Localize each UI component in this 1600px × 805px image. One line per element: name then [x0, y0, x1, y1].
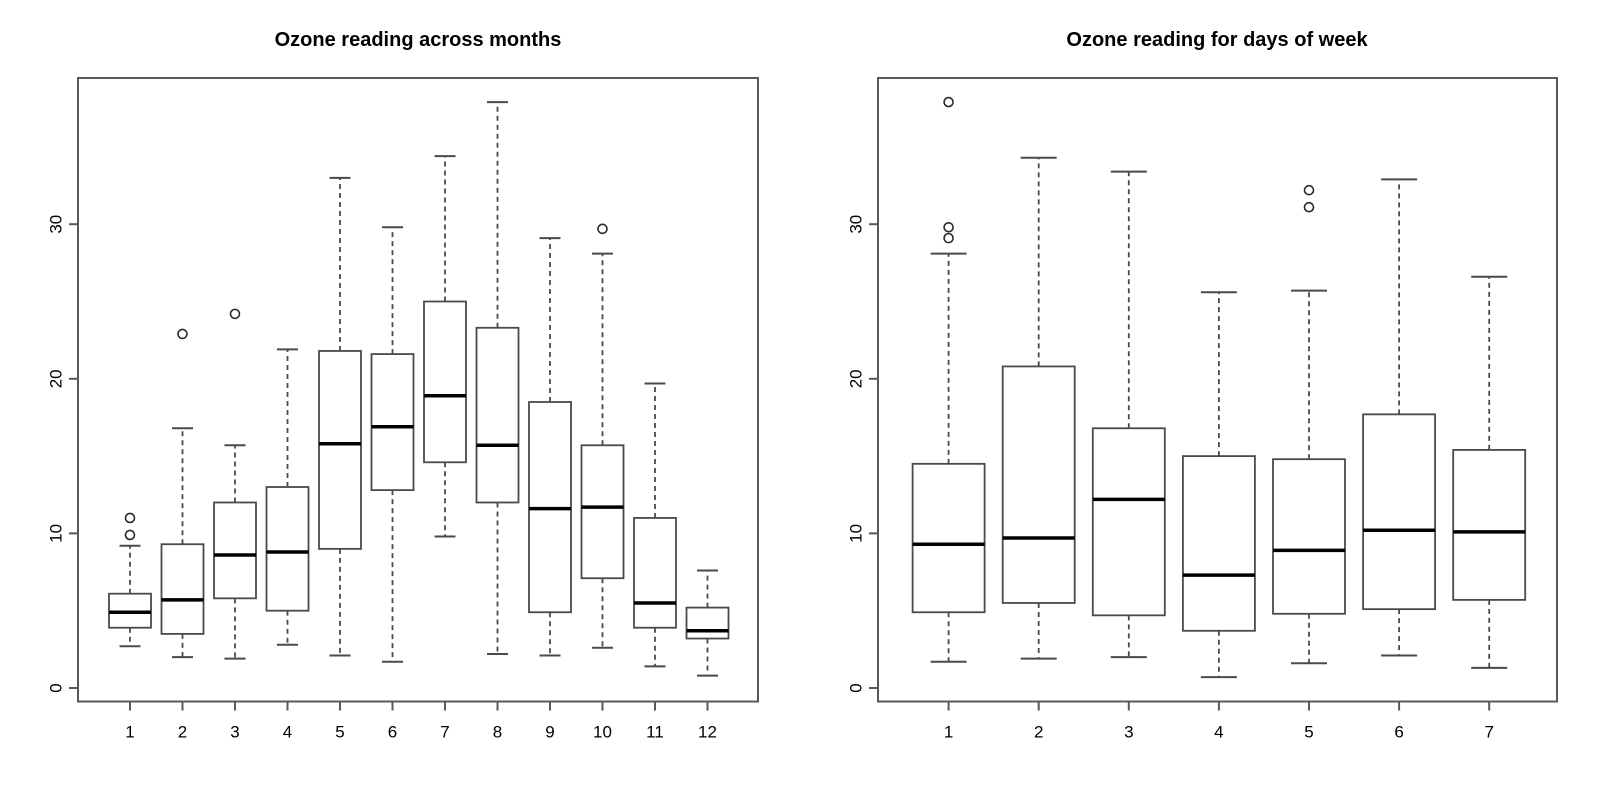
box-3	[213, 308, 257, 660]
outlier-point	[177, 328, 188, 340]
outlier-point	[943, 232, 954, 244]
x-axis-tick-label: 5	[335, 723, 344, 742]
box-1	[108, 512, 152, 648]
outlier-point	[597, 223, 608, 235]
y-axis-tick-label: 30	[47, 215, 66, 234]
y-axis-tick-label: 10	[847, 524, 866, 543]
boxplot-days-panel: 0 10 20 30 1 2 3 4 5 6 7	[847, 77, 1558, 742]
box-6	[1362, 178, 1436, 657]
outlier-point	[943, 221, 954, 233]
y-axis-tick-label: 20	[47, 369, 66, 388]
box-5	[1272, 184, 1346, 665]
box-4	[265, 348, 310, 646]
x-axis-tick-label: 2	[1034, 723, 1043, 742]
x-axis-tick-label: 3	[1124, 723, 1133, 742]
x-axis-tick-label: 10	[593, 723, 612, 742]
x-axis-tick-label: 7	[1484, 723, 1493, 742]
y-axis-tick-label: 10	[47, 524, 66, 543]
iqr-box	[213, 501, 257, 600]
plot-frame	[877, 77, 1558, 703]
iqr-box	[423, 300, 467, 464]
iqr-box	[1001, 365, 1076, 604]
x-axis-tick-label: 2	[178, 723, 187, 742]
x-axis-tick-label: 8	[493, 723, 502, 742]
box-5	[318, 176, 362, 657]
x-axis-tick-label: 6	[1394, 723, 1403, 742]
box-8	[475, 101, 520, 655]
y-axis-tick-label: 30	[847, 215, 866, 234]
iqr-box	[1452, 449, 1527, 601]
x-axis-tick-label: 5	[1304, 723, 1313, 742]
iqr-box	[1362, 413, 1436, 611]
iqr-box	[265, 486, 310, 612]
box-11	[633, 382, 677, 668]
box-2	[160, 328, 205, 659]
iqr-box	[160, 543, 205, 635]
iqr-box	[685, 606, 730, 640]
y-axis-tick-label: 0	[847, 683, 866, 692]
plot-frame	[77, 77, 759, 703]
y-axis-tick-label: 20	[847, 369, 866, 388]
box-7	[1452, 275, 1527, 669]
box-9	[528, 237, 572, 657]
x-axis-tick-label: 7	[440, 723, 449, 742]
box-10	[580, 223, 625, 649]
chart-title-days: Ozone reading for days of week	[1066, 29, 1368, 51]
iqr-box	[475, 326, 520, 504]
box-4	[1182, 291, 1256, 679]
x-axis-tick-label: 12	[698, 723, 717, 742]
outlier-point	[124, 512, 136, 524]
x-axis-tick-label: 6	[388, 723, 397, 742]
x-axis-tick-label: 1	[125, 723, 134, 742]
outlier-point	[229, 308, 241, 320]
x-axis-tick-label: 4	[283, 723, 292, 742]
box-2	[1001, 156, 1076, 660]
iqr-box	[1272, 458, 1346, 615]
iqr-box	[633, 517, 677, 629]
iqr-box	[911, 462, 986, 614]
outlier-point	[124, 529, 136, 541]
box-1	[911, 96, 986, 663]
outlier-point	[943, 96, 954, 108]
x-axis-tick-label: 9	[545, 723, 554, 742]
x-axis-tick-label: 4	[1214, 723, 1223, 742]
outlier-point	[1303, 184, 1315, 196]
iqr-box	[370, 353, 415, 492]
x-axis-tick-label: 3	[230, 723, 239, 742]
outlier-point	[1303, 201, 1315, 213]
iqr-box	[1182, 455, 1256, 632]
box-3	[1091, 170, 1166, 659]
iqr-box	[318, 350, 362, 550]
box-12	[685, 569, 730, 677]
x-axis-tick-label: 11	[646, 723, 664, 742]
x-axis-tick-label: 1	[944, 723, 953, 742]
y-axis-tick-label: 0	[47, 683, 66, 692]
chart-title-months: Ozone reading across months	[275, 29, 562, 51]
iqr-box	[1091, 427, 1166, 617]
box-7	[423, 155, 467, 538]
iqr-box	[580, 444, 625, 580]
box-6	[370, 226, 415, 663]
